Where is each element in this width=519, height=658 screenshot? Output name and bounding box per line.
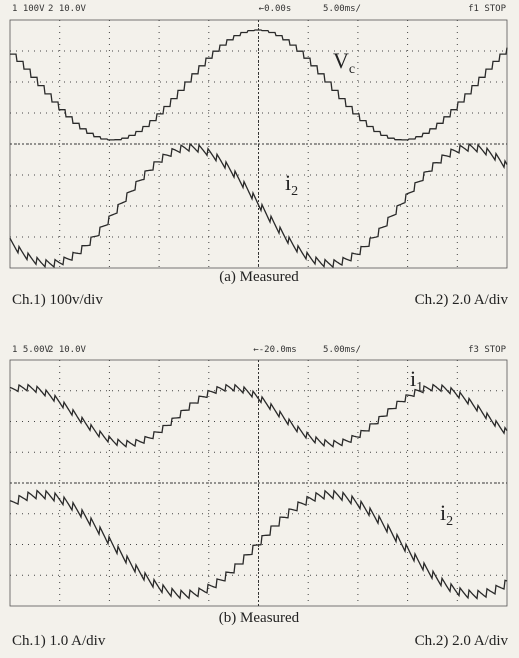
scope-header-timebase: 5.00ms/ (323, 4, 361, 14)
scope-header-ch1: 1 100V (12, 4, 45, 14)
scope-header-ch2: 2 10.0V (48, 4, 87, 14)
trace-subscript: 2 (291, 184, 298, 199)
trace-subscript: 2 (446, 514, 453, 529)
scope-header-status: f1 STOP (468, 4, 507, 14)
channel-scale: Ch.1) 100v/div (12, 292, 103, 308)
trace-label: Vc (333, 48, 355, 77)
trace-subscript: 1 (416, 380, 423, 395)
figure: 1 100V2 10.0V←0.00s5.00ms/f1 STOPVci2(a)… (0, 0, 519, 658)
trace-subscript: c (349, 62, 355, 77)
trace-label: i1 (410, 366, 423, 395)
caption: (a) Measured (219, 269, 299, 285)
scope-header-position: ←0.00s (259, 4, 292, 14)
scope-header-status: f3 STOP (468, 345, 507, 355)
scope-header-ch1: 1 5.00V (12, 345, 51, 355)
scope-header-timebase: 5.00ms/ (323, 345, 361, 355)
trace-label: i2 (285, 170, 298, 199)
trace-label: i2 (440, 500, 453, 529)
scope-header-position: ←-20.0ms (253, 345, 296, 355)
trace-symbol: V (333, 48, 349, 73)
channel-scale: Ch.1) 1.0 A/div (12, 633, 106, 649)
caption: (b) Measured (219, 610, 300, 626)
scope-header-ch2: 2 10.0V (48, 345, 87, 355)
channel-scale: Ch.2) 2.0 A/div (415, 292, 509, 308)
channel-scale: Ch.2) 2.0 A/div (415, 633, 509, 649)
